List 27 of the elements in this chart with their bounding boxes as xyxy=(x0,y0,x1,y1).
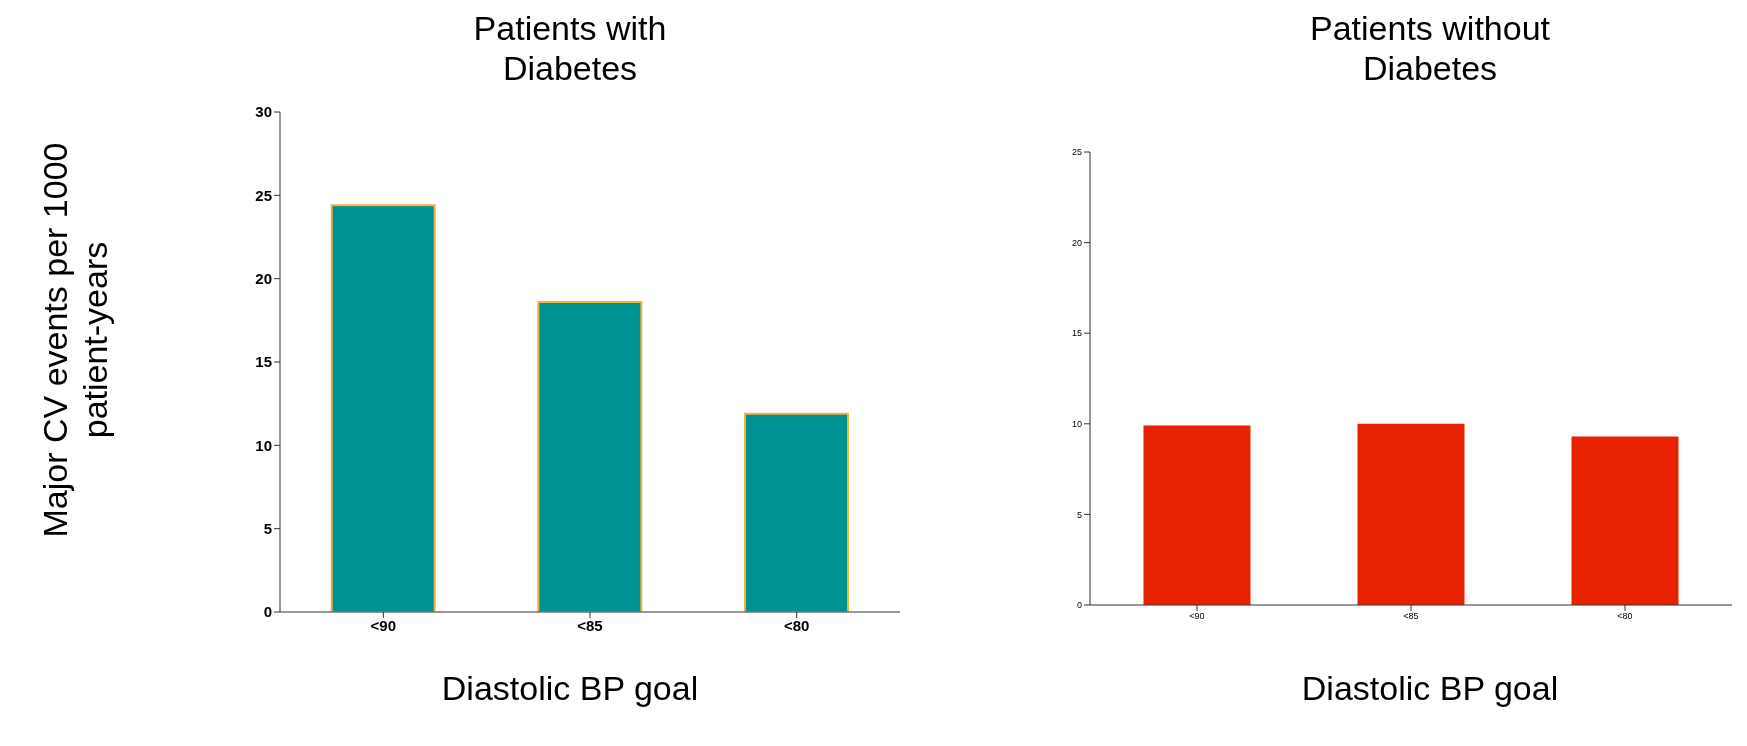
y-tick-label: 25 xyxy=(1071,147,1082,158)
x-tick-label: <85 xyxy=(1403,611,1419,622)
y-tick-label: 10 xyxy=(255,436,272,454)
chart-title: Patients with Diabetes xyxy=(472,8,668,88)
y-tick-label: 15 xyxy=(255,353,272,371)
y-tick-label: 5 xyxy=(1076,509,1082,520)
y-tick-label: 5 xyxy=(263,519,272,537)
x-tick-label: <90 xyxy=(1189,611,1205,622)
y-axis-title: Major CV events per 1000 patient-years xyxy=(35,141,115,540)
y-tick-label: 30 xyxy=(255,103,272,121)
y-tick-label: 20 xyxy=(1071,237,1082,248)
y-tick-label: 15 xyxy=(1071,328,1082,339)
chart-title: Patients without Diabetes xyxy=(1309,8,1551,88)
y-tick-label: 20 xyxy=(255,269,272,287)
y-tick-label: 25 xyxy=(255,186,272,204)
x-tick-label: <85 xyxy=(577,616,603,634)
x-tick-label: <80 xyxy=(783,616,810,634)
x-axis-title: Diastolic BP goal xyxy=(440,668,700,708)
bar xyxy=(330,204,436,612)
bar xyxy=(537,301,643,612)
y-tick-label: 0 xyxy=(263,603,272,621)
x-tick-label: <80 xyxy=(1617,611,1633,622)
y-tick-label: 0 xyxy=(1076,600,1082,611)
x-tick-label: <90 xyxy=(370,616,397,634)
x-axis-title: Diastolic BP goal xyxy=(1300,668,1560,708)
bar xyxy=(744,412,849,612)
y-tick-label: 10 xyxy=(1071,418,1082,429)
